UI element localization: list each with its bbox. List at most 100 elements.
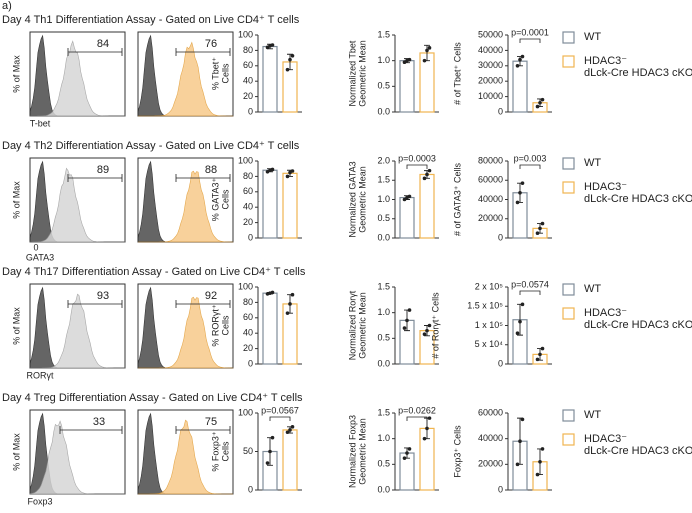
gate-value: 33 xyxy=(93,416,105,428)
bar xyxy=(282,429,298,491)
data-point xyxy=(540,346,545,351)
p-value: p=0.0567 xyxy=(261,405,299,415)
data-point xyxy=(515,331,520,336)
data-point xyxy=(407,308,412,312)
data-point xyxy=(285,311,290,315)
data-point xyxy=(402,197,407,202)
hist-xlabel: RORγt xyxy=(27,370,54,380)
y-tick-label: 1.5 xyxy=(377,29,390,39)
data-point xyxy=(520,181,525,185)
y-tick-label: 0 xyxy=(498,358,503,368)
histogram-sample xyxy=(138,41,234,117)
y-tick-label: 50000 xyxy=(478,29,503,39)
data-point xyxy=(402,326,407,330)
y-tick-label: 1.5 xyxy=(377,281,390,291)
y-tick-label: 1.0 xyxy=(377,194,390,204)
data-point xyxy=(520,302,525,307)
histogram-sample xyxy=(29,167,125,243)
y-tick-label: 1.5 xyxy=(377,407,390,417)
data-point xyxy=(540,447,545,451)
gate-value: 75 xyxy=(205,416,217,428)
gate xyxy=(67,48,123,56)
hist-xlabel: T-bet xyxy=(30,118,51,128)
y-tick-label: 1.5 x 10⁵ xyxy=(467,301,503,311)
bar xyxy=(282,172,298,239)
data-point xyxy=(422,332,427,337)
hist-ylabel: % of Max xyxy=(11,181,21,219)
significance-bracket xyxy=(269,416,291,421)
y-axis-label: % RORγt⁺ xyxy=(210,304,220,347)
y-axis-label: Normalized GATA3 xyxy=(347,161,357,237)
y-tick-label: 0.5 xyxy=(377,459,390,469)
data-point xyxy=(285,174,290,179)
data-point xyxy=(427,46,432,50)
data-point xyxy=(518,319,522,324)
legend-label: dLck-Cre HDAC3 cKO xyxy=(584,67,692,79)
gate-value: 93 xyxy=(97,290,109,302)
y-tick-label: 0 xyxy=(498,232,503,242)
legend-label: dLck-Cre HDAC3 cKO xyxy=(584,445,692,457)
data-point xyxy=(285,430,290,435)
y-axis-label: Cells xyxy=(220,315,230,336)
significance-bracket xyxy=(406,416,428,421)
y-tick-label: 5 x 10⁴ xyxy=(475,339,504,349)
y-axis-label: Normalized Foxp3 xyxy=(347,415,357,488)
gate xyxy=(175,300,231,308)
data-point xyxy=(422,176,427,181)
data-point xyxy=(515,64,520,68)
gate-value: 76 xyxy=(205,38,217,50)
y-tick-label: 2 x 10⁵ xyxy=(475,281,504,291)
y-tick-label: 50 xyxy=(243,446,253,456)
y-tick-label: 20000 xyxy=(478,76,503,86)
data-point xyxy=(518,57,522,62)
gate xyxy=(67,300,123,308)
legend-label: HDAC3⁻ xyxy=(584,55,627,67)
y-axis-label: % Foxp3⁺ xyxy=(210,431,220,472)
data-point xyxy=(422,58,427,63)
y-axis-label: Cells xyxy=(220,189,230,210)
y-axis-label: % Tbet⁺ xyxy=(210,57,220,90)
y-axis-label: Normalized Tbet xyxy=(347,40,357,106)
data-point xyxy=(285,67,290,72)
data-point xyxy=(425,172,429,177)
legend-label: HDAC3⁻ xyxy=(584,433,627,445)
data-point xyxy=(270,435,275,440)
y-axis-label: Normalized Rorγt xyxy=(347,290,357,360)
legend-swatch xyxy=(562,409,575,422)
y-axis-label: # of Tbet⁺ Cells xyxy=(452,42,462,105)
significance-bracket xyxy=(519,290,541,295)
data-point xyxy=(265,461,270,465)
data-point xyxy=(518,190,522,195)
data-point xyxy=(422,436,427,441)
data-point xyxy=(515,462,520,467)
legend-label: WT xyxy=(584,409,601,421)
data-point xyxy=(535,104,540,109)
y-tick-label: 20000 xyxy=(478,213,503,223)
y-tick-label: 0.0 xyxy=(377,484,390,494)
y-tick-label: 0.5 xyxy=(377,213,390,223)
y-tick-label: 20000 xyxy=(478,459,503,469)
data-point xyxy=(425,328,429,333)
legend-label: WT xyxy=(584,157,601,169)
significance-bracket xyxy=(406,164,428,169)
y-tick-label: 2.0 xyxy=(377,155,390,165)
gate xyxy=(59,426,123,434)
bar xyxy=(419,173,435,239)
data-point xyxy=(407,194,412,199)
y-tick-label: 0 xyxy=(248,106,253,116)
y-tick-label: 0 xyxy=(498,484,503,494)
legend-swatch xyxy=(562,157,575,170)
y-tick-label: 1 x 10⁵ xyxy=(475,320,504,330)
data-point xyxy=(290,169,295,173)
data-point xyxy=(538,459,542,464)
significance-bracket xyxy=(519,38,541,43)
legend-swatch xyxy=(562,55,575,68)
y-tick-label: 0 xyxy=(248,484,253,494)
y-tick-label: 0.5 xyxy=(377,81,390,91)
y-tick-label: 0.0 xyxy=(377,232,390,242)
y-tick-label: 40 xyxy=(243,202,253,212)
y-axis-label: Geometric Mean xyxy=(357,166,367,233)
legend-swatch xyxy=(562,31,575,44)
data-point xyxy=(290,292,295,297)
hist-xlabel: Foxp3 xyxy=(27,496,52,506)
